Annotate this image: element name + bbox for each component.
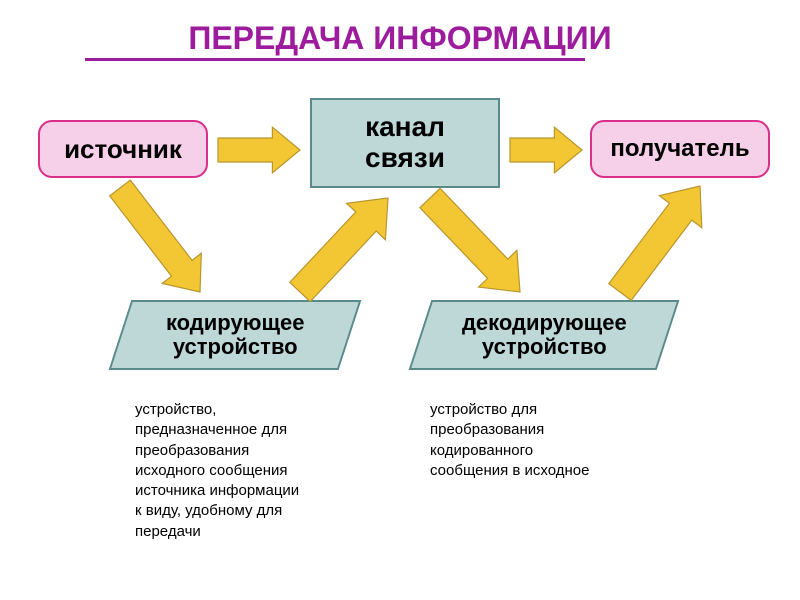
arrow-decoder-to-recv [609,186,702,300]
arrows-layer [0,0,800,600]
arrow-encoder-to-channel [290,198,388,302]
arrow-channel-to-decoder [420,188,520,292]
arrow-channel-to-recv [510,127,582,173]
arrow-src-to-channel [218,127,300,173]
arrow-src-to-encoder [110,180,202,292]
